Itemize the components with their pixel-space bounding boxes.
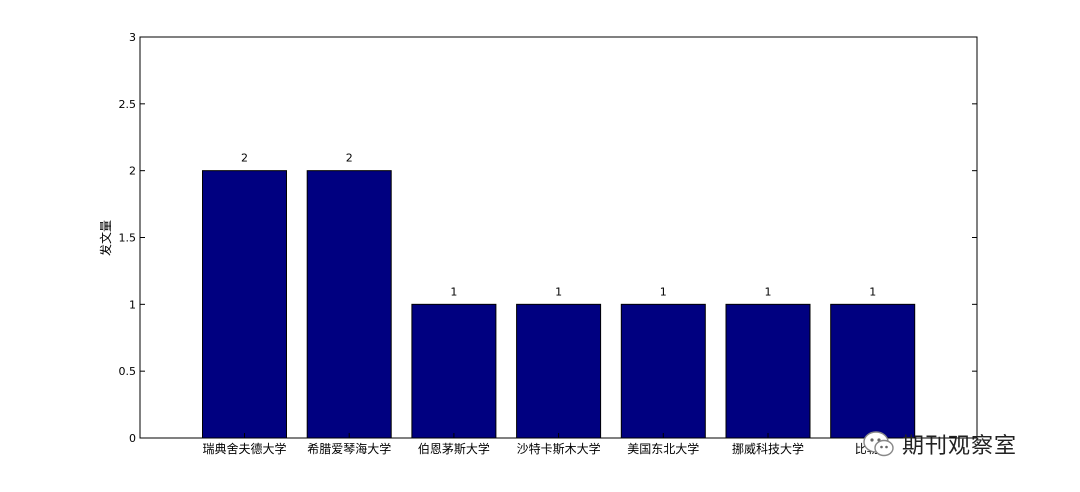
x-category-label: 沙特卡斯木大学 [517,441,601,456]
bar [830,303,916,439]
bar-data-label: 2 [241,152,248,165]
y-tick-label: 2 [129,165,136,178]
bar-data-label: 1 [869,285,876,298]
wechat-icon [863,431,894,457]
bar [202,170,287,439]
bar-data-label: 1 [765,285,772,298]
bar-data-label: 1 [660,285,667,298]
y-tick-label: 3 [129,31,136,44]
bar [620,303,706,439]
x-category-label: 挪威科技大学 [732,441,804,456]
bar [306,170,392,439]
category-labels: 瑞典舍夫德大学希腊爱琴海大学伯恩茅斯大学沙特卡斯木大学美国东北大学挪威科技大学比… [202,441,890,456]
bars [202,170,916,439]
data-labels: 2 2 1 1 1 1 1 [241,152,876,299]
y-axis-label: 发文量 [98,220,113,256]
y-tick-label: 0 [129,432,136,445]
x-category-label: 伯恩茅斯大学 [418,441,490,456]
y-tick-label: 2.5 [119,98,137,111]
y-tick-label: 1.5 [119,232,137,245]
bar-data-label: 1 [555,285,562,298]
x-category-label: 希腊爱琴海大学 [307,441,391,456]
watermark: 期刊观察室 [862,426,1017,462]
y-axis-ticks: 0 0.5 1 1.5 2 2.5 3 [119,31,977,445]
bar-data-label: 2 [346,152,353,165]
y-tick-label: 0.5 [119,365,137,378]
x-category-label: 瑞典舍夫德大学 [202,441,286,456]
y-tick-label: 1 [129,298,136,311]
bar [725,303,811,439]
bar [411,303,497,439]
bar-data-label: 1 [450,285,457,298]
x-category-label: 美国东北大学 [627,441,699,456]
bar [516,303,602,439]
watermark-text: 期刊观察室 [902,434,1018,459]
